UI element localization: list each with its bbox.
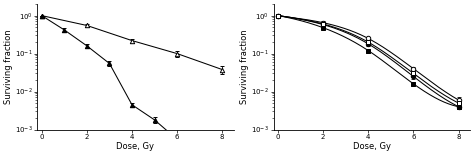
Y-axis label: Surviving fraction: Surviving fraction <box>4 30 13 104</box>
X-axis label: Dose, Gy: Dose, Gy <box>117 142 155 151</box>
Y-axis label: Surviving fraction: Surviving fraction <box>240 30 249 104</box>
X-axis label: Dose, Gy: Dose, Gy <box>353 142 391 151</box>
